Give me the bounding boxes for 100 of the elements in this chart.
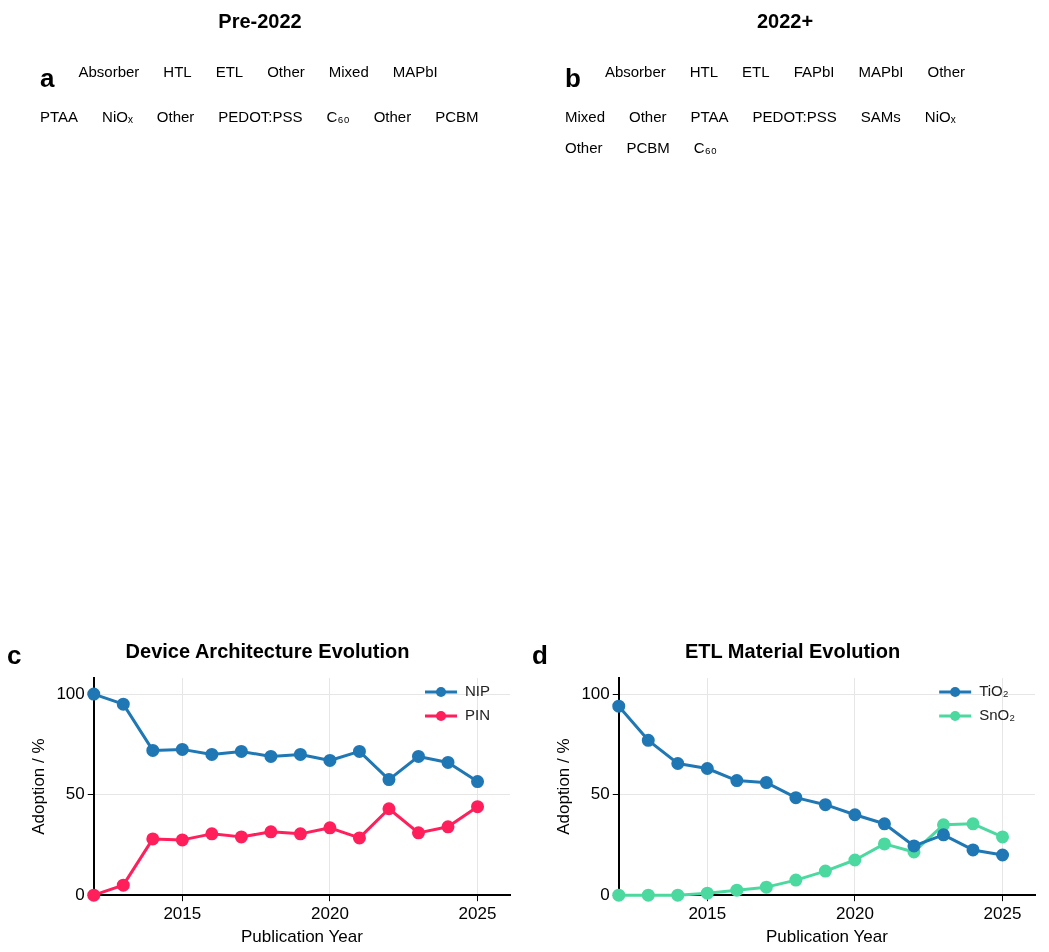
point (293, 747, 307, 761)
text: MAPbI (392, 63, 438, 82)
text: Other (927, 63, 966, 82)
y-tick-label: 50 (590, 784, 610, 804)
point (323, 821, 337, 835)
legend-label: SnO₂ (979, 706, 1016, 724)
point (264, 749, 278, 763)
x-axis-title: Publication Year (240, 927, 364, 947)
text: C₆₀ (693, 139, 717, 156)
text: d (532, 640, 548, 671)
text: PTAA (690, 108, 729, 125)
legend-label: TiO₂ (979, 682, 1009, 700)
legend-label: NIP (465, 682, 491, 700)
point (352, 744, 366, 758)
text: PTAA (40, 108, 79, 125)
point (471, 775, 485, 789)
point (759, 776, 773, 790)
point (146, 743, 160, 757)
point (700, 886, 714, 900)
point (293, 827, 307, 841)
point (441, 820, 455, 834)
point (671, 888, 685, 902)
text: Mixed (565, 108, 606, 125)
point (411, 826, 425, 840)
text: PEDOT:PSS (218, 108, 303, 125)
y-tick-label: 100 (56, 683, 85, 703)
point (441, 755, 455, 769)
text: NiOₓ (924, 108, 956, 125)
point (116, 697, 130, 711)
point (411, 749, 425, 763)
point (936, 818, 950, 832)
point (789, 791, 803, 805)
point (877, 837, 891, 851)
text: Other (373, 108, 412, 125)
point (352, 831, 366, 845)
text: c (7, 640, 22, 671)
text: b (565, 63, 581, 94)
point (700, 762, 714, 775)
chart-title: Device Architecture Evolution (125, 639, 410, 662)
text: ETL (215, 63, 244, 82)
point (234, 744, 248, 758)
point (641, 733, 655, 747)
text: HTL (689, 63, 719, 82)
text: FAPbI (793, 63, 835, 82)
point (205, 747, 219, 761)
point (382, 802, 396, 816)
text: SAMs (860, 108, 901, 125)
text: MAPbI (858, 63, 904, 82)
x-tick-label: 2020 (836, 904, 874, 924)
point (87, 888, 101, 902)
text: PCBM (435, 108, 479, 125)
text: 2022+ (755, 10, 815, 33)
point (936, 828, 950, 842)
text: ETL (742, 63, 770, 82)
y-tick-label: 100 (581, 683, 610, 703)
point (996, 848, 1010, 862)
text: Absorber (604, 63, 666, 82)
text: NiOₓ (102, 108, 133, 125)
text: PEDOT:PSS (752, 108, 837, 125)
point (205, 827, 219, 841)
legend-label: PIN (465, 706, 491, 724)
y-tick-label: 50 (65, 784, 85, 804)
point (966, 817, 980, 831)
point (789, 873, 803, 887)
text: Absorber (78, 63, 140, 82)
text: HTL (163, 63, 192, 82)
point (759, 880, 773, 894)
point (848, 808, 862, 822)
point (264, 825, 278, 839)
x-tick-label: 2025 (983, 904, 1022, 924)
y-axis-title: Adoption / % (553, 738, 573, 835)
point (641, 888, 655, 902)
point (996, 830, 1010, 844)
point (848, 853, 862, 867)
point (87, 687, 101, 701)
point (612, 888, 626, 902)
point (966, 843, 980, 857)
point (234, 830, 248, 844)
point (818, 864, 832, 878)
text: Other (156, 108, 195, 125)
point (471, 800, 485, 814)
point (382, 773, 396, 787)
text: Pre-2022 (217, 10, 303, 33)
point (612, 699, 626, 713)
point (671, 756, 685, 770)
text: Other (629, 108, 667, 125)
point (175, 833, 189, 847)
chart-title: ETL Material Evolution (684, 639, 901, 662)
text: a (40, 63, 55, 94)
text: Other (267, 63, 305, 82)
text: C₆₀ (326, 108, 350, 125)
point (730, 774, 744, 788)
x-tick-label: 2025 (458, 904, 497, 924)
text: Mixed (328, 63, 369, 82)
text: PCBM (626, 139, 670, 156)
point (175, 742, 189, 756)
point (730, 883, 744, 897)
y-tick-label: 0 (600, 884, 610, 904)
point (877, 817, 891, 831)
point (116, 878, 130, 892)
